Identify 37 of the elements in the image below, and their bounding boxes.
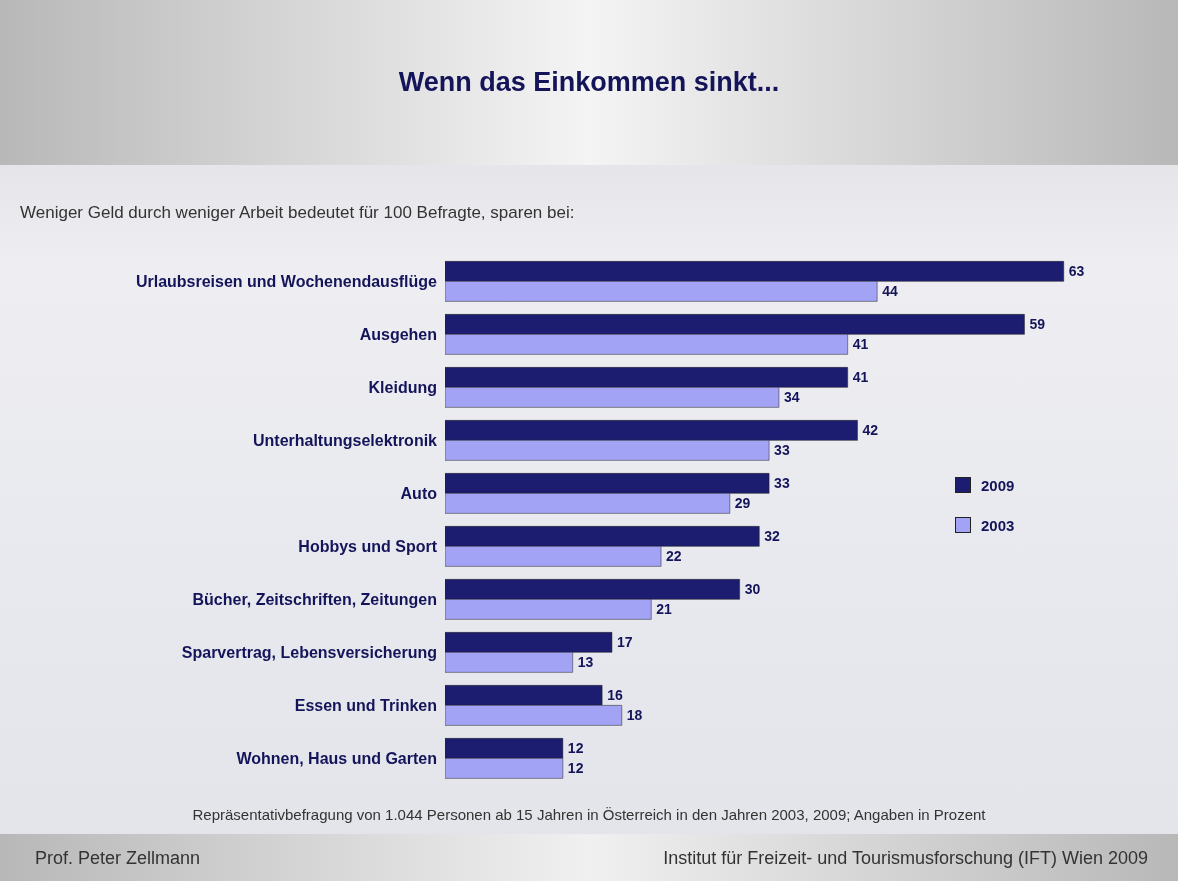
data-label: 29	[734, 495, 751, 512]
legend-label: 2009	[981, 476, 1015, 494]
data-label: 34	[783, 389, 800, 406]
data-label: 63	[1068, 263, 1085, 280]
y-tick-label: Urlaubsreisen und Wochenendausflüge	[135, 273, 438, 291]
text: Weniger Geld durch weniger Arbeit bedeutet für 100 Befragte, sparen bei:	[20, 203, 575, 223]
data-label: 44	[882, 283, 898, 300]
data-label: 18	[626, 707, 643, 724]
y-tick-label: Kleidung	[368, 379, 437, 397]
data-label: 22	[666, 548, 682, 565]
y-tick-label: Wohnen, Haus und Garten	[236, 750, 437, 768]
data-label: 41	[852, 336, 869, 353]
data-label: 41	[852, 369, 869, 386]
y-tick-label: Sparvertrag, Lebensversicherung	[181, 644, 437, 662]
data-label: 16	[607, 687, 623, 704]
data-label: 13	[577, 654, 594, 671]
data-label: 21	[656, 601, 673, 618]
y-tick-label: Unterhaltungselektronik	[252, 432, 438, 450]
text: Repräsentativbefragung von 1.044 Personen ab 15 Jahren in Österreich in den Jahren 2003, 2009; Angaben in Prozent	[191, 806, 987, 823]
data-label: 12	[567, 760, 584, 777]
data-label: 33	[774, 442, 790, 459]
data-label: 59	[1029, 316, 1046, 333]
y-tick-label: Bücher, Zeitschriften, Zeitungen	[192, 591, 437, 609]
text: Institut für Freizeit- und Tourismusforschung (IFT) Wien 2009	[663, 848, 1148, 869]
y-tick-label: Essen und Trinken	[294, 697, 437, 715]
data-label: 12	[567, 740, 584, 757]
data-label: 30	[744, 581, 761, 598]
data-label: 32	[764, 528, 781, 545]
legend-label: 2003	[981, 516, 1015, 534]
y-tick-label: Ausgehen	[359, 326, 437, 344]
y-tick-label: Hobbys und Sport	[298, 538, 438, 556]
text: Prof. Peter Zellmann	[35, 848, 201, 869]
y-tick-label: Auto	[400, 485, 438, 503]
data-label: 17	[616, 634, 633, 651]
data-label: 33	[774, 475, 790, 492]
data-label: 42	[862, 422, 879, 439]
chart-title: Wenn das Einkommen sinkt...	[398, 67, 780, 98]
